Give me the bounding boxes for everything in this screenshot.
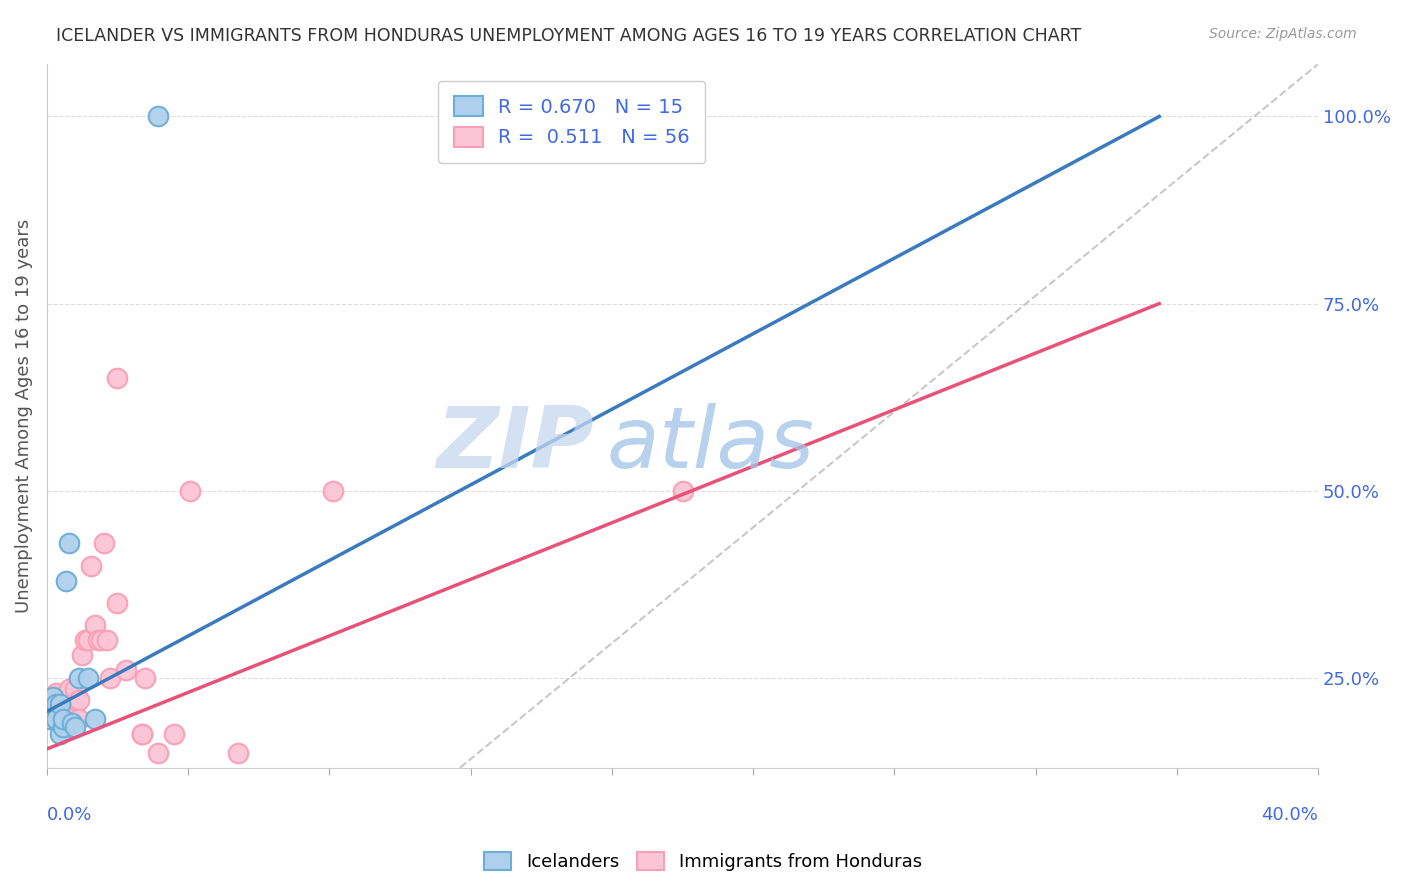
Point bbox=[52, 693, 75, 707]
Point bbox=[60, 715, 83, 730]
Y-axis label: Unemployment Among Ages 16 to 19 years: Unemployment Among Ages 16 to 19 years bbox=[15, 219, 32, 613]
Point bbox=[45, 712, 67, 726]
Point bbox=[70, 648, 93, 663]
Point bbox=[115, 664, 138, 678]
Point bbox=[65, 719, 87, 733]
Point bbox=[48, 705, 70, 719]
Point bbox=[67, 671, 90, 685]
Point bbox=[90, 633, 112, 648]
Point bbox=[163, 727, 186, 741]
Text: Source: ZipAtlas.com: Source: ZipAtlas.com bbox=[1209, 27, 1357, 41]
Point bbox=[52, 690, 75, 704]
Point bbox=[45, 697, 67, 711]
Point bbox=[77, 671, 100, 685]
Text: ICELANDER VS IMMIGRANTS FROM HONDURAS UNEMPLOYMENT AMONG AGES 16 TO 19 YEARS COR: ICELANDER VS IMMIGRANTS FROM HONDURAS UN… bbox=[56, 27, 1081, 45]
Legend: R = 0.670   N = 15, R =  0.511   N = 56: R = 0.670 N = 15, R = 0.511 N = 56 bbox=[439, 81, 706, 162]
Point bbox=[179, 483, 201, 498]
Text: ZIP: ZIP bbox=[436, 402, 593, 485]
Text: 0.0%: 0.0% bbox=[46, 806, 93, 824]
Point bbox=[65, 693, 87, 707]
Point bbox=[55, 712, 77, 726]
Point bbox=[42, 690, 65, 704]
Point bbox=[58, 693, 80, 707]
Point bbox=[80, 558, 103, 573]
Point bbox=[100, 671, 122, 685]
Point bbox=[60, 697, 83, 711]
Point bbox=[131, 727, 153, 741]
Point bbox=[55, 705, 77, 719]
Point bbox=[592, 110, 614, 124]
Point bbox=[42, 701, 65, 715]
Point bbox=[93, 536, 115, 550]
Legend: Icelanders, Immigrants from Honduras: Icelanders, Immigrants from Honduras bbox=[477, 845, 929, 879]
Point bbox=[45, 697, 67, 711]
Point bbox=[48, 727, 70, 741]
Point bbox=[60, 712, 83, 726]
Point bbox=[58, 690, 80, 704]
Point bbox=[58, 536, 80, 550]
Point bbox=[226, 746, 249, 760]
Point bbox=[96, 633, 118, 648]
Point bbox=[65, 682, 87, 697]
Point bbox=[105, 371, 128, 385]
Point bbox=[146, 746, 169, 760]
Point bbox=[163, 794, 186, 808]
Point bbox=[48, 701, 70, 715]
Point bbox=[83, 618, 105, 632]
Point bbox=[67, 693, 90, 707]
Point bbox=[58, 682, 80, 697]
Point bbox=[45, 686, 67, 700]
Point bbox=[134, 671, 156, 685]
Point bbox=[131, 727, 153, 741]
Point bbox=[418, 780, 440, 794]
Point bbox=[52, 712, 75, 726]
Point bbox=[65, 697, 87, 711]
Point bbox=[305, 780, 328, 794]
Point bbox=[105, 596, 128, 610]
Point bbox=[146, 110, 169, 124]
Point bbox=[55, 697, 77, 711]
Point bbox=[52, 701, 75, 715]
Point bbox=[55, 574, 77, 588]
Point bbox=[48, 697, 70, 711]
Point bbox=[87, 633, 110, 648]
Point bbox=[42, 690, 65, 704]
Point bbox=[77, 633, 100, 648]
Point bbox=[73, 633, 96, 648]
Point bbox=[39, 712, 62, 726]
Point bbox=[52, 719, 75, 733]
Text: atlas: atlas bbox=[606, 402, 814, 485]
Point bbox=[39, 693, 62, 707]
Text: 40.0%: 40.0% bbox=[1261, 806, 1319, 824]
Point bbox=[83, 712, 105, 726]
Point bbox=[671, 483, 693, 498]
Point bbox=[39, 712, 62, 726]
Point bbox=[67, 712, 90, 726]
Point bbox=[322, 483, 344, 498]
